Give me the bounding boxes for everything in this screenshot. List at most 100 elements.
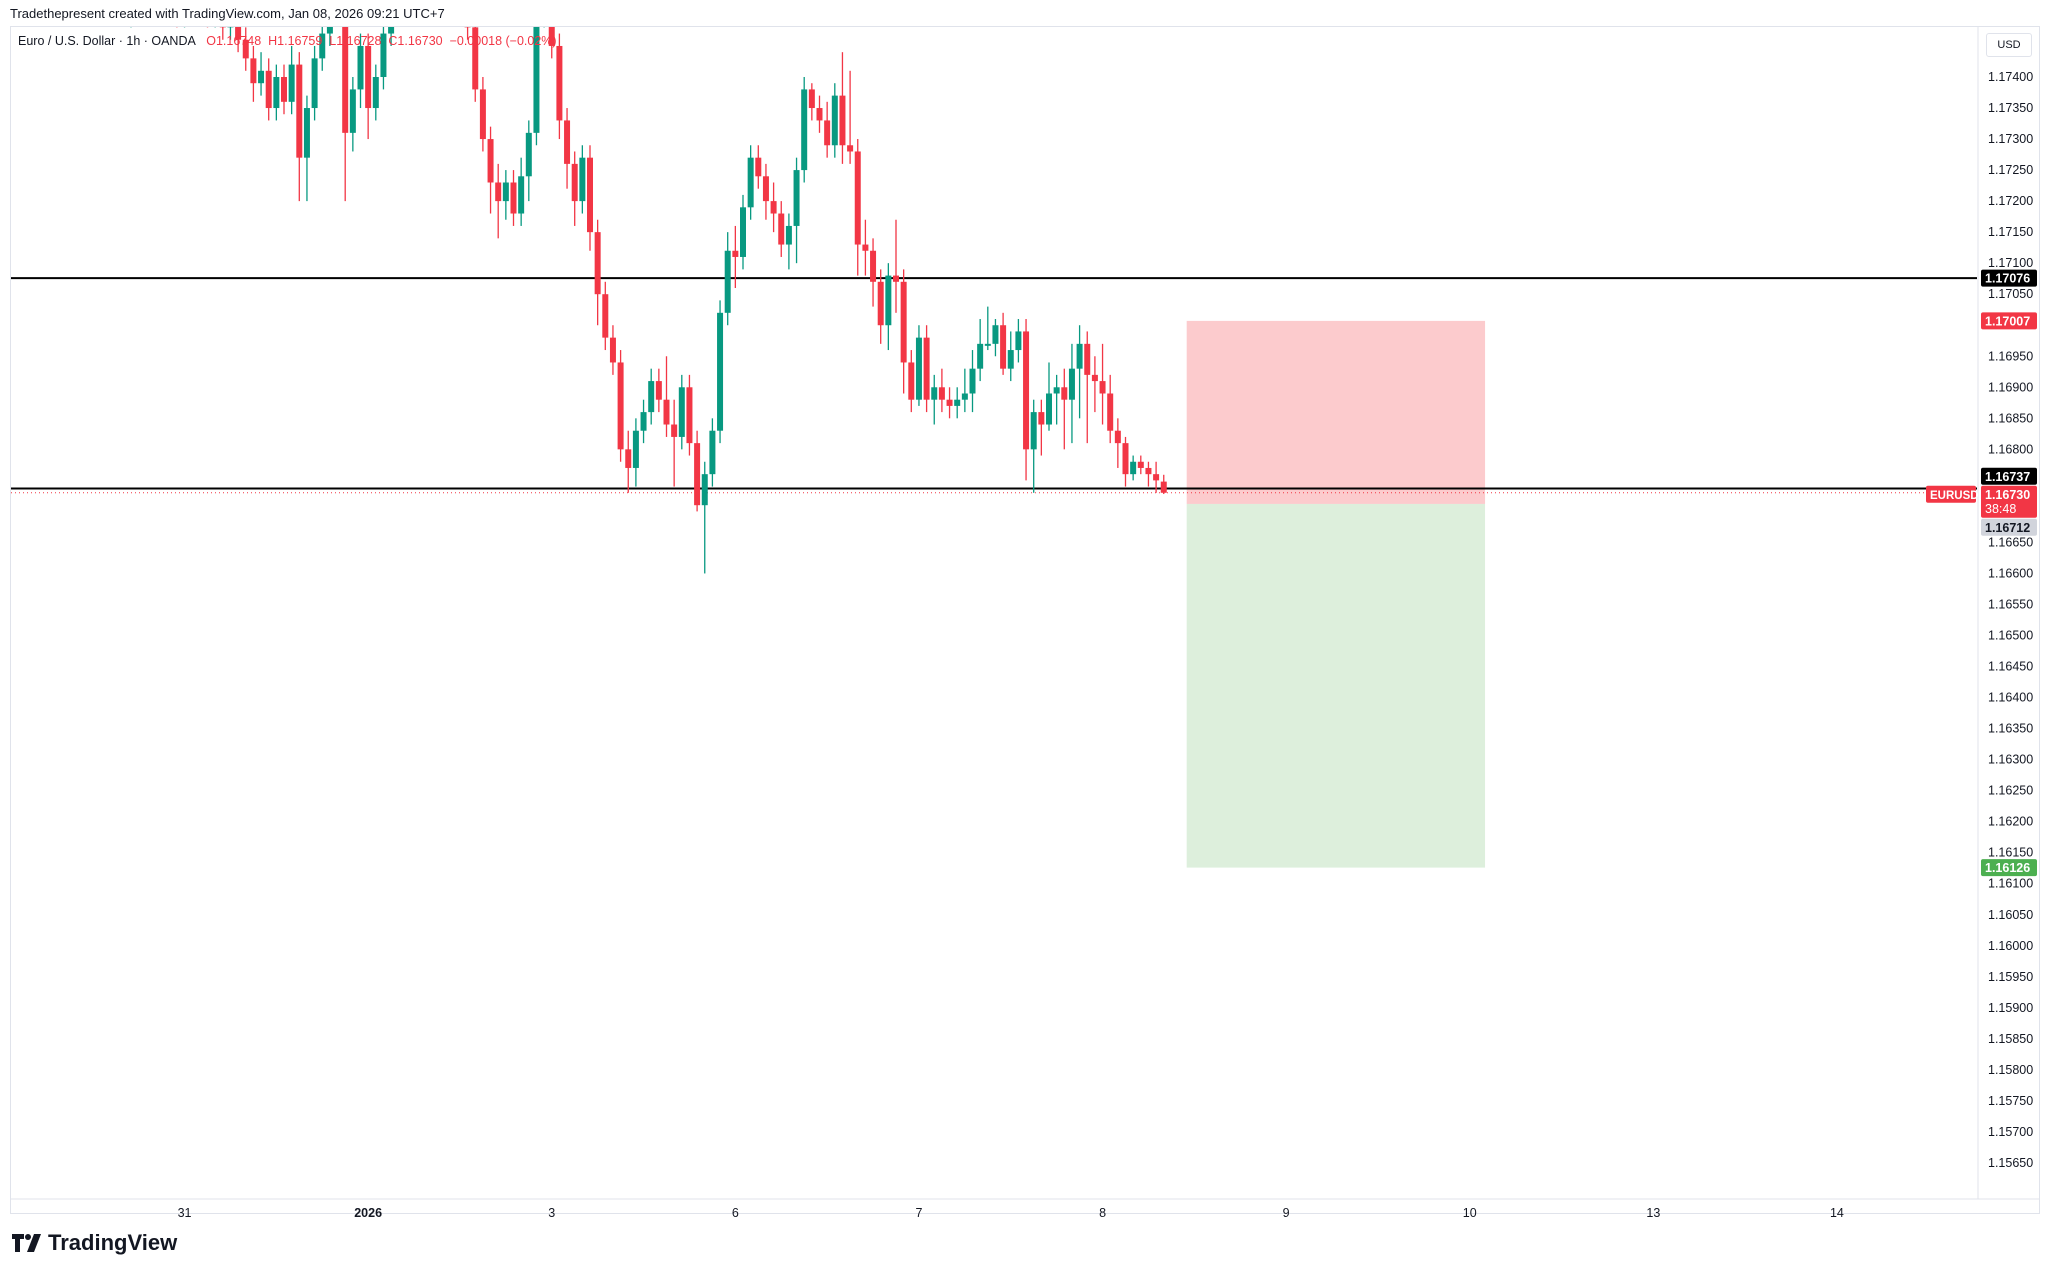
candle-body (372, 77, 379, 109)
entry-price-label-bg (1981, 518, 2037, 536)
price-tick-label: 1.15750 (1988, 1094, 2033, 1108)
candle-body (824, 120, 831, 146)
candle-body (1107, 393, 1114, 431)
candle (1122, 436, 1129, 487)
price-tick-label: 1.16050 (1988, 908, 2033, 922)
candle (977, 319, 984, 382)
candle (839, 52, 846, 164)
candle (1030, 399, 1037, 493)
candle-body (174, 0, 180, 15)
candle (870, 238, 877, 307)
candle (1076, 325, 1083, 419)
candle (617, 350, 624, 462)
tradingview-logo[interactable]: TradingView (12, 1230, 177, 1256)
entry-price-label: 1.16712 (1985, 521, 2030, 535)
candle-body (915, 337, 922, 400)
candle-body (969, 368, 976, 394)
candle-body (686, 387, 693, 444)
candle (625, 430, 632, 493)
candle-body (564, 120, 571, 164)
candle-body (908, 362, 915, 400)
horizontal-line-price-label: 1.16737 (1985, 470, 2030, 484)
candle-body (182, 0, 188, 15)
candle-body (242, 39, 249, 59)
candle (265, 58, 272, 121)
candle (587, 145, 593, 251)
currency-button[interactable]: USD (1986, 33, 2032, 57)
take-profit-zone[interactable] (1186, 503, 1486, 868)
candle-body (648, 381, 655, 413)
price-tick-label: 1.17150 (1988, 225, 2033, 239)
candle (609, 325, 616, 375)
candle (602, 281, 609, 351)
price-tick-label: 1.16250 (1988, 784, 2033, 798)
candle-body (250, 58, 257, 84)
price-tick-label: 1.15650 (1988, 1156, 2033, 1170)
candle-body (495, 182, 502, 202)
candle (740, 194, 746, 270)
candle (214, 27, 216, 28)
candle (954, 387, 961, 419)
price-tick-label: 1.16300 (1988, 753, 2033, 767)
stop-loss-zone[interactable] (1186, 320, 1486, 504)
candle-body (870, 250, 877, 282)
candle (1046, 362, 1052, 431)
candle (1038, 399, 1045, 456)
candle (1068, 343, 1075, 444)
candle (785, 213, 792, 270)
candle-body (1076, 343, 1083, 369)
candle-body (479, 89, 486, 140)
candle (564, 108, 571, 189)
price-tick-label: 1.15800 (1988, 1063, 2033, 1077)
candle (130, 27, 132, 28)
candle (808, 83, 815, 121)
candle-body (816, 108, 823, 121)
candle (984, 306, 991, 351)
candle (671, 399, 678, 487)
candle-body (1030, 412, 1037, 450)
candle (518, 157, 525, 226)
candle-body (831, 95, 838, 146)
candle (365, 33, 372, 140)
price-tick-label: 1.15950 (1988, 970, 2033, 984)
time-tick-label: 13 (1646, 1206, 1660, 1220)
legend-low: L1.16728 (329, 34, 382, 48)
price-tick-label: 1.15850 (1988, 1032, 2033, 1046)
candle-body (778, 213, 785, 245)
candle-body (977, 343, 984, 369)
candle (281, 64, 287, 115)
candle (349, 77, 356, 152)
candle (938, 368, 945, 413)
stop-price-label-bg (1981, 312, 2037, 330)
symbol-description[interactable]: Euro / U.S. Dollar · 1h · OANDA (18, 34, 196, 48)
candle (1160, 474, 1167, 495)
candle (335, 0, 341, 15)
candle (1053, 374, 1060, 425)
candle-body (602, 294, 609, 338)
symbol-price-label: EURUSD (1930, 490, 1979, 502)
candle (1091, 356, 1098, 413)
candle-body (938, 387, 945, 400)
stop-price-label: 1.17007 (1985, 314, 2030, 328)
price-tick-label: 1.17200 (1988, 194, 2033, 208)
candle (847, 70, 854, 164)
candle (946, 387, 953, 419)
candle (900, 269, 907, 394)
candle-body (663, 399, 670, 425)
candle-body (365, 45, 372, 109)
candle-body (923, 337, 930, 400)
candle (136, 0, 142, 15)
candle-body (893, 275, 899, 282)
candle-body (541, 0, 547, 15)
price-tick-label: 1.16150 (1988, 846, 2033, 860)
candle-body (1137, 461, 1144, 468)
candle-body (946, 399, 953, 406)
candle-body (235, 27, 242, 40)
candle-body (1114, 430, 1121, 444)
candle (548, 27, 555, 59)
candle (464, 27, 471, 40)
price-tick-label: 1.16350 (1988, 722, 2033, 736)
candle-body (357, 45, 364, 90)
candle-body (594, 232, 601, 295)
